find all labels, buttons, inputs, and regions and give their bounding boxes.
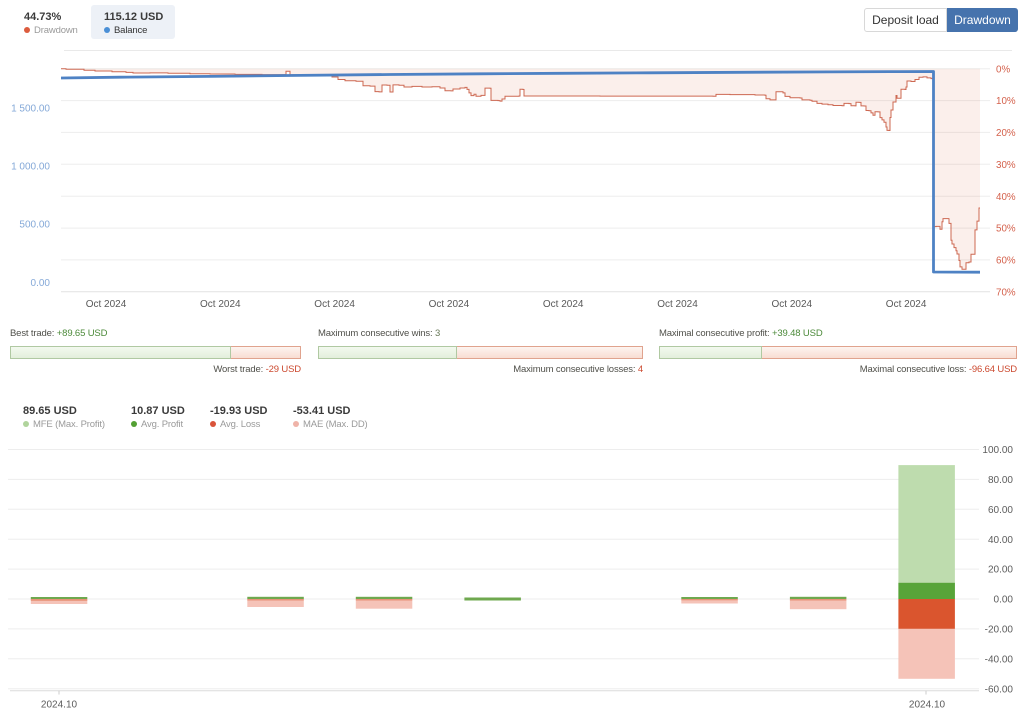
- svg-text:2024.10: 2024.10: [909, 700, 946, 711]
- svg-text:50%: 50%: [996, 224, 1016, 235]
- svg-text:30%: 30%: [996, 160, 1016, 171]
- svg-text:40%: 40%: [996, 192, 1016, 203]
- svg-text:Oct 2024: Oct 2024: [429, 299, 470, 310]
- svg-text:Oct 2024: Oct 2024: [657, 299, 698, 310]
- svg-text:0.00: 0.00: [994, 595, 1014, 606]
- svg-text:Oct 2024: Oct 2024: [886, 299, 927, 310]
- svg-text:Oct 2024: Oct 2024: [543, 299, 584, 310]
- svg-text:100.00: 100.00: [982, 445, 1013, 456]
- svg-text:70%: 70%: [996, 287, 1016, 298]
- svg-text:80.00: 80.00: [988, 475, 1013, 486]
- svg-text:Oct 2024: Oct 2024: [772, 299, 813, 310]
- svg-text:Oct 2024: Oct 2024: [314, 299, 355, 310]
- svg-text:-60.00: -60.00: [985, 684, 1014, 695]
- svg-text:40.00: 40.00: [988, 535, 1013, 546]
- svg-text:0.00: 0.00: [31, 278, 51, 289]
- svg-text:-40.00: -40.00: [985, 654, 1014, 665]
- svg-text:500.00: 500.00: [19, 220, 50, 231]
- svg-text:20.00: 20.00: [988, 565, 1013, 576]
- svg-text:-20.00: -20.00: [985, 625, 1014, 636]
- svg-text:1 000.00: 1 000.00: [11, 162, 50, 173]
- svg-text:Oct 2024: Oct 2024: [200, 299, 241, 310]
- svg-text:Oct 2024: Oct 2024: [86, 299, 127, 310]
- svg-text:0%: 0%: [996, 64, 1010, 75]
- svg-text:20%: 20%: [996, 128, 1016, 139]
- svg-text:60.00: 60.00: [988, 505, 1013, 516]
- svg-text:1 500.00: 1 500.00: [11, 104, 50, 115]
- svg-text:60%: 60%: [996, 256, 1016, 267]
- svg-text:2024.10: 2024.10: [41, 700, 78, 711]
- svg-text:10%: 10%: [996, 96, 1016, 107]
